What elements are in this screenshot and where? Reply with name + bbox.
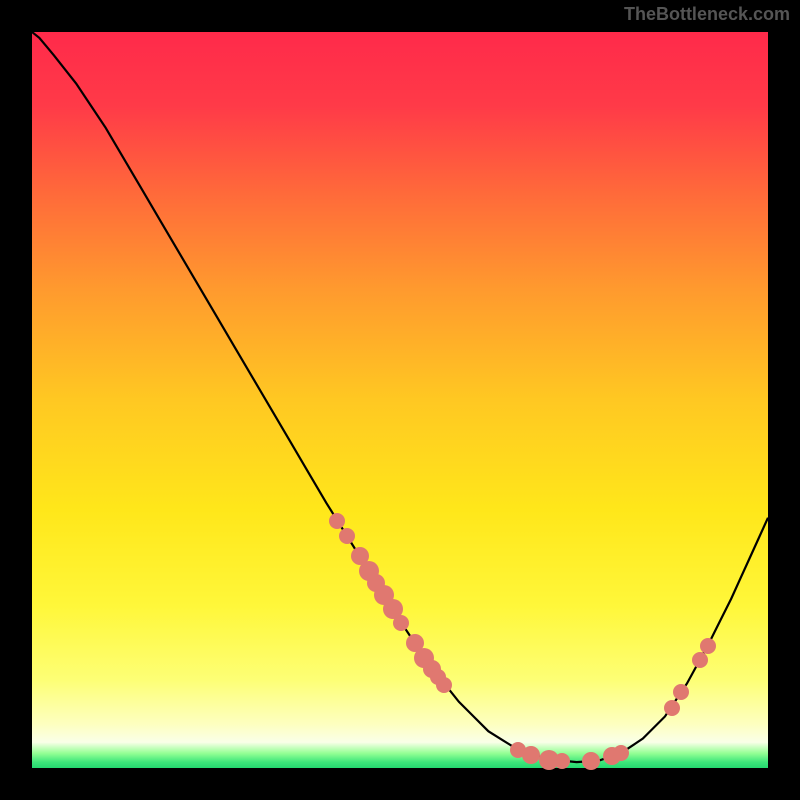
data-marker [582,752,600,770]
data-marker [339,528,355,544]
data-marker [673,684,689,700]
data-marker [329,513,345,529]
data-marker [436,677,452,693]
attribution-text: TheBottleneck.com [624,4,790,25]
data-marker [692,652,708,668]
chart-background-gradient [32,32,768,768]
data-marker [393,615,409,631]
data-marker [613,745,629,761]
data-marker [522,746,540,764]
chart-container [32,32,768,768]
data-marker [664,700,680,716]
data-marker [700,638,716,654]
data-marker [554,753,570,769]
